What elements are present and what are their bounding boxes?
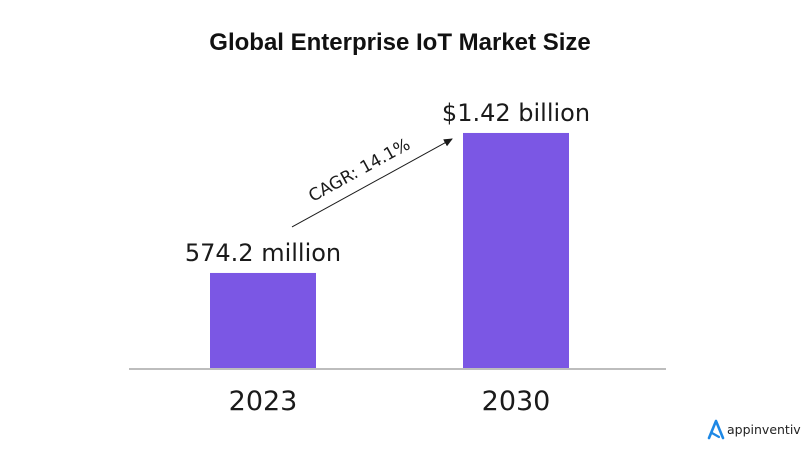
bar-2023 [210,272,316,368]
brand-logo-text: appinventiv [727,422,801,437]
value-labels-group: 574.2 million $1.42 billion [185,99,590,267]
chart-title: Global Enterprise IoT Market Size [209,29,590,56]
cagr-annotation: CAGR: 14.1% [291,135,453,228]
x-tick-2030: 2030 [482,386,551,417]
bars-group [210,132,569,368]
brand-logo: appinventiv [707,419,801,440]
data-label-2023: 574.2 million [185,239,341,267]
data-label-2030: $1.42 billion [442,99,590,127]
cagr-label: CAGR: 14.1% [305,135,413,207]
x-tick-2023: 2023 [229,386,298,417]
cagr-arrow [291,138,453,228]
x-tick-labels-group: 2023 2030 [229,386,551,417]
bar-2030 [463,132,569,368]
appinventiv-a-icon [707,419,725,440]
